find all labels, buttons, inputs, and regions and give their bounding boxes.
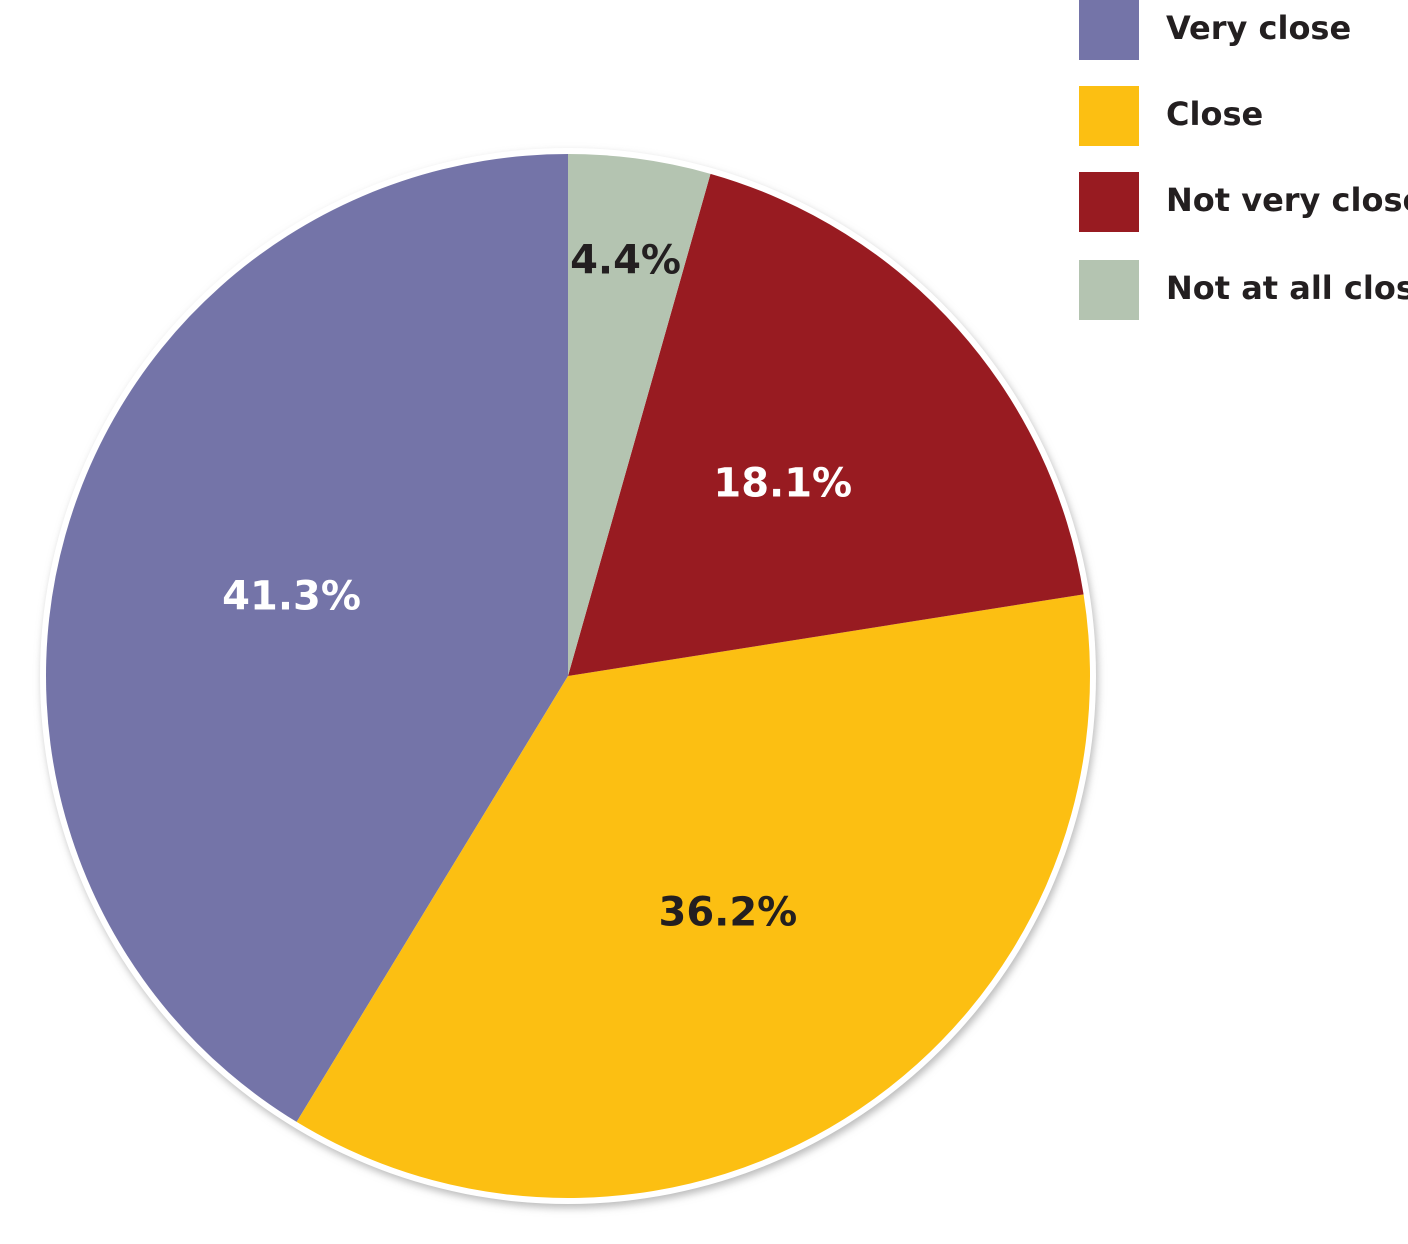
legend-swatch	[1079, 172, 1139, 232]
legend-label: Very close	[1166, 9, 1351, 47]
data-label: 41.3%	[222, 574, 361, 620]
legend-swatch	[1079, 86, 1139, 146]
pie-slice	[568, 173, 1084, 677]
legend-label: Not very close	[1166, 181, 1408, 219]
pie-slice	[296, 594, 1091, 1198]
legend-swatch	[1079, 260, 1139, 320]
legend-label: Close	[1166, 95, 1263, 133]
legend-swatch	[1079, 0, 1139, 60]
data-label: 18.1%	[713, 460, 852, 506]
pie-slice	[568, 154, 711, 676]
data-label: 36.2%	[658, 889, 797, 935]
data-label: 4.4%	[570, 237, 681, 283]
pie-slice	[46, 154, 569, 1122]
legend-label: Not at all close	[1166, 269, 1408, 307]
